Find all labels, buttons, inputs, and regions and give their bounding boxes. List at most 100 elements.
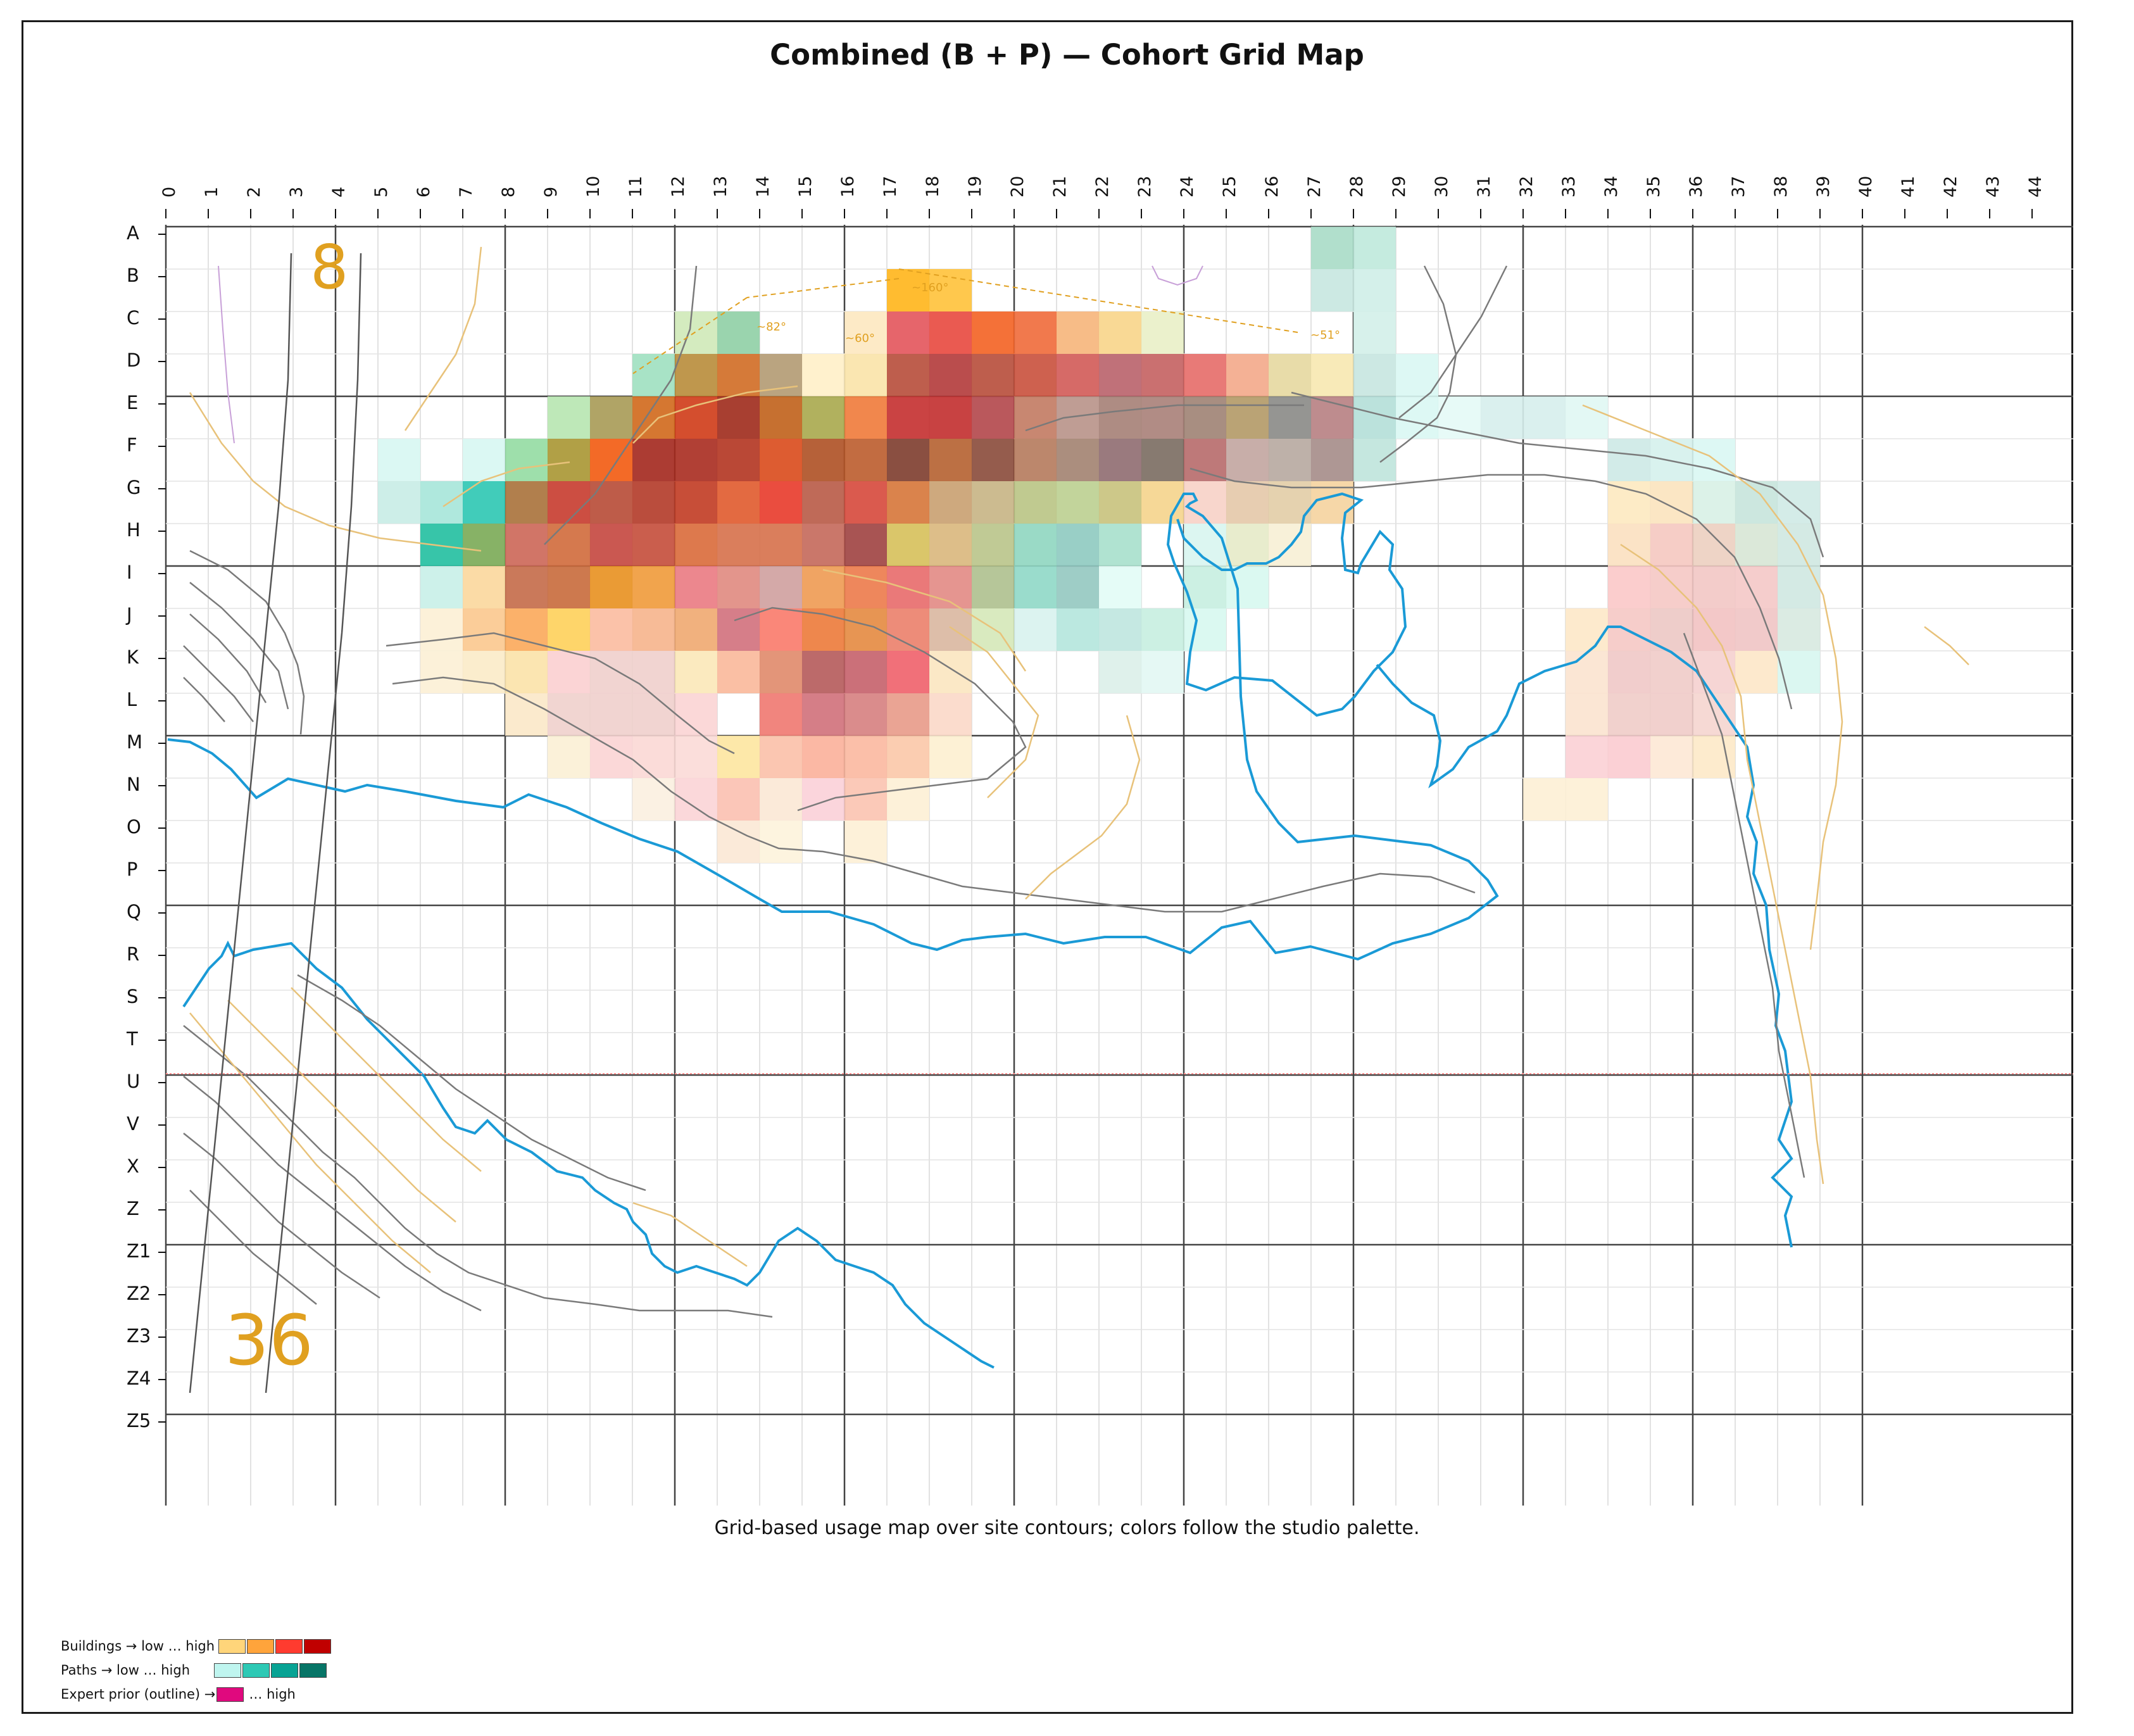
heat-cell-i16 [844,566,887,608]
heat-cell-h14 [760,524,802,566]
heat-cell-i13 [717,566,760,608]
blue-contour [167,492,1499,961]
heat-cell-j38 [1778,608,1820,651]
heat-cell-d21 [1057,354,1099,396]
heat-cell-g25 [1226,481,1269,524]
heat-cell-f12 [675,439,717,481]
heat-cell-j6 [420,608,463,651]
map-title: Combined (B + P) — Cohort Grid Map [770,38,1364,72]
heat-cell-i6 [420,566,463,608]
heat-cell-d18 [929,354,972,396]
heat-cell-m18 [929,736,972,778]
heat-cell-g16 [844,481,887,524]
column-label: 9 [541,187,561,198]
heat-cell-b28 [1353,269,1396,311]
row-label: T [126,1028,138,1050]
heat-cell-k36 [1693,651,1735,693]
legend-buildings-swatch-2 [247,1639,275,1654]
heat-cell-k14 [760,651,802,693]
heat-cell-b27 [1311,269,1353,311]
legend-paths: Paths → low … high [61,1663,328,1678]
heat-cell-e20 [1014,396,1057,439]
map-label-top-left: 8 [310,233,348,303]
column-label: 39 [1814,176,1833,198]
row-label: U [127,1071,140,1092]
heat-cell-f10 [590,439,632,481]
heat-cell-h22 [1099,524,1141,566]
row-label: C [127,307,139,329]
heat-cell-n14 [760,778,802,821]
heat-cell-m36 [1693,736,1735,778]
row-label: Z [127,1198,139,1219]
heat-cell-d28 [1353,354,1396,396]
row-label: G [127,477,141,498]
heat-cell-g12 [675,481,717,524]
heat-cell-c23 [1141,311,1184,354]
heat-cell-e22 [1099,396,1141,439]
heat-cell-k6 [420,651,463,693]
heat-cell-d22 [1099,354,1141,396]
heat-cell-e33 [1566,396,1608,439]
column-label: 12 [668,176,688,198]
heat-cell-g7 [463,481,505,524]
legend-paths-swatch-2 [242,1663,270,1678]
heat-cell-e19 [972,396,1014,439]
heat-cell-m35 [1650,736,1693,778]
heat-cell-j36 [1693,608,1735,651]
row-label: J [125,604,132,626]
survey-annotation: ~51° [1310,329,1340,342]
heat-cell-e14 [760,396,802,439]
heat-cell-d13 [717,354,760,396]
heat-cell-h36 [1693,524,1735,566]
heat-cell-k15 [802,651,844,693]
heat-cell-f18 [929,439,972,481]
heat-cell-j13 [717,608,760,651]
row-label: F [127,434,137,456]
heat-cell-m17 [887,736,929,778]
heat-cell-m12 [675,736,717,778]
heat-cell-g11 [632,481,675,524]
heat-cell-g9 [548,481,590,524]
heat-cell-f7 [463,439,505,481]
heat-cell-f11 [632,439,675,481]
heat-cell-j33 [1566,608,1608,651]
heat-cell-g20 [1014,481,1057,524]
heat-cell-c20 [1014,311,1057,354]
heat-cell-h9 [548,524,590,566]
heat-cell-i17 [887,566,929,608]
heat-cell-k12 [675,651,717,693]
column-label: 21 [1050,176,1070,198]
heat-cells [378,227,1820,863]
purple-contour [1152,265,1203,286]
heat-cell-g6 [420,481,463,524]
heat-cell-m10 [590,736,632,778]
heat-cell-d14 [760,354,802,396]
heat-cell-j9 [548,608,590,651]
heat-cell-k8 [505,651,548,693]
heat-cell-l15 [802,693,844,736]
heat-cell-n11 [632,778,675,821]
heat-cell-j20 [1014,608,1057,651]
heat-cell-f15 [802,439,844,481]
heat-cell-i38 [1778,566,1820,608]
tan-contour-lines [189,246,1969,1273]
heat-cell-c21 [1057,311,1099,354]
heat-cell-g22 [1099,481,1141,524]
column-label: 43 [1983,176,2003,198]
column-label: 41 [1899,176,1918,198]
heat-cell-g17 [887,481,929,524]
survey-lines [632,268,1298,374]
heat-cell-l16 [844,693,887,736]
heat-cell-k37 [1735,651,1778,693]
heat-cell-g23 [1141,481,1184,524]
row-label: V [127,1113,139,1135]
figure-frame [22,20,2073,1714]
heat-cell-o16 [844,821,887,863]
heat-cell-d29 [1396,354,1438,396]
heat-cell-d26 [1269,354,1311,396]
blue-contour-lower [182,940,995,1369]
column-label: 4 [329,187,349,198]
heat-cell-g36 [1693,481,1735,524]
heat-cell-h15 [802,524,844,566]
column-label: 7 [456,187,476,198]
